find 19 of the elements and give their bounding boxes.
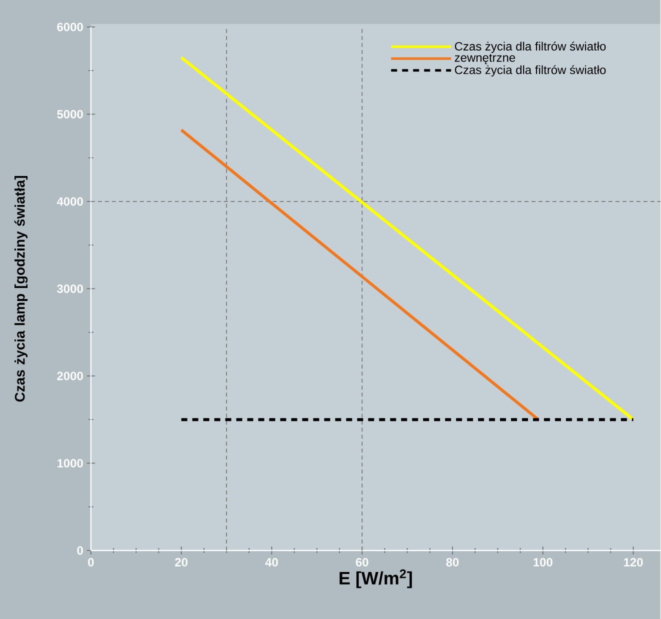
x-tick-label: 60 [356, 558, 368, 566]
y-tick-label: 5000 [57, 110, 83, 118]
x-tick-label: 80 [446, 558, 459, 566]
y-tick-label: 4000 [56, 197, 83, 206]
y-tick-label: 6000 [57, 22, 83, 32]
legend-label: Czas życia dla filtrów światło [454, 65, 606, 76]
y-axis-title: Czas życia lamp [godziny światła] [14, 176, 28, 402]
y-tick-label: 1000 [57, 458, 83, 468]
legend-label: Czas życia dla filtrów światło [454, 41, 606, 53]
legend-label: zewnętrzne [454, 54, 516, 64]
x-axis-title: E [W/m$^{2}$] [340, 569, 412, 588]
y-tick-label: 2000 [57, 372, 83, 380]
y-tick-label: 0 [77, 546, 83, 555]
x-tick-label: 120 [624, 558, 643, 566]
x-tick-label: 20 [175, 558, 188, 566]
x-tick-label: 100 [534, 558, 552, 566]
y-tick-label: 3000 [57, 284, 83, 293]
x-tick-label: 40 [265, 558, 278, 566]
x-tick-label: 0 [88, 558, 94, 566]
